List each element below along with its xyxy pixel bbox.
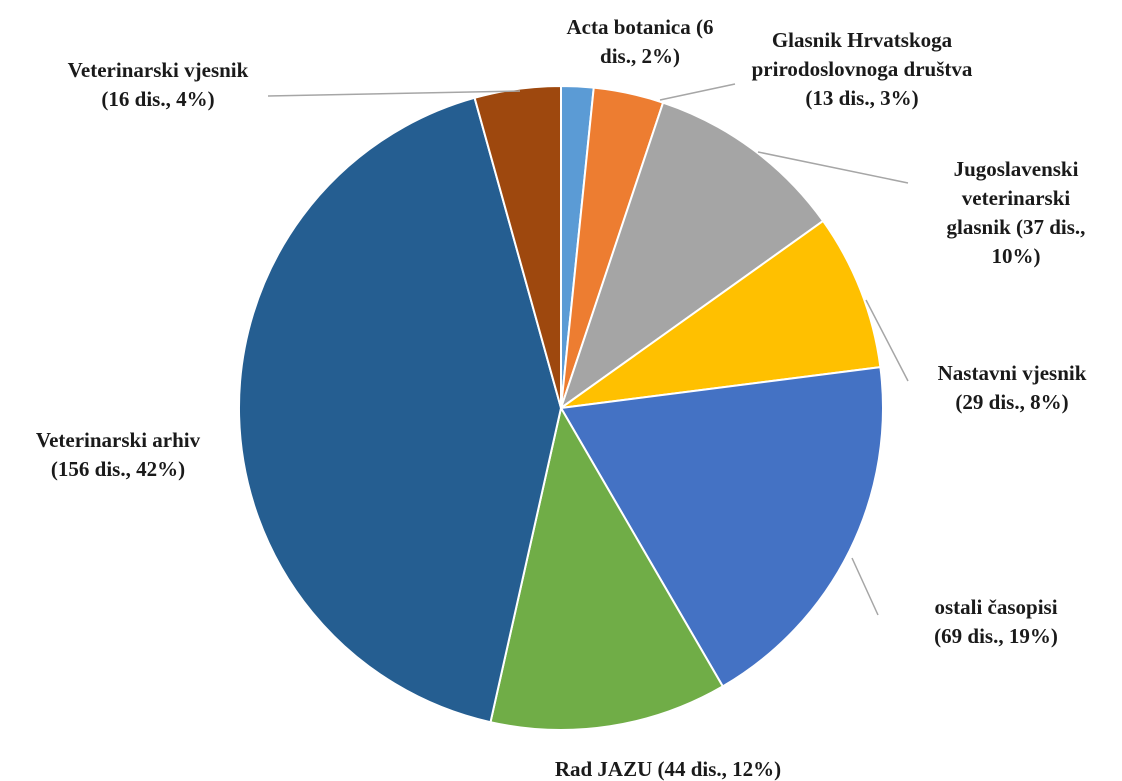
slice-label-line: Acta botanica (6 [567,15,714,39]
pie-slice-veterinarski-arhiv [238,96,563,724]
slice-label-line: Glasnik Hrvatskoga [772,28,953,52]
slice-label-line: (13 dis., 3%) [805,86,918,110]
pie-slice-ostali-asopisi [559,365,884,688]
slice-label-line: (156 dis., 42%) [51,457,185,481]
slice-label: Veterinarski vjesnik (16 dis., 4%) [68,58,249,111]
slice-label-line: 10%) [992,244,1041,268]
slice-label-line: glasnik (37 dis., [947,215,1086,239]
pie-slice-rad-jazu [489,405,725,732]
leader-lines [267,83,909,616]
slice-label-line: prirodoslovnoga društva [752,57,973,81]
leader-line [757,151,909,184]
slice-label: Acta botanica (6 dis., 2%) [567,15,714,68]
slice-label-line: Veterinarski vjesnik [68,58,249,82]
slice-label-line: Rad JAZU (44 dis., 12%) [555,757,781,781]
slice-label-line: Jugoslavenski [954,157,1079,181]
slice-label: Rad JAZU (44 dis., 12%) [555,757,781,781]
leader-line [865,299,909,382]
slice-labels: Acta botanica (6 dis., 2%) Glasnik Hrvatsk… [36,15,1087,781]
slice-label-line: (29 dis., 8%) [955,390,1068,414]
pie-slice-nastavni-vjesnik [560,219,882,409]
pie-slice-veterinarski-vjesnik [473,84,562,409]
leader-line [659,83,736,101]
slice-label-line: Veterinarski arhiv [36,428,201,452]
slice-label-line: Nastavni vjesnik [938,361,1087,385]
slice-label: Nastavni vjesnik (29 dis., 8%) [938,361,1087,414]
slice-label: Veterinarski arhiv (156 dis., 42%) [36,428,201,481]
slice-label-line: dis., 2%) [600,44,680,68]
pie-slice-jugoslavenski-veterinarski-glasnik [559,101,825,411]
slice-label-line: veterinarski [962,186,1071,210]
slice-label: Glasnik Hrvatskoga prirodoslovnoga društv… [752,28,973,110]
leader-line [851,557,879,616]
slice-label-line: ostali časopisi [934,595,1057,619]
slice-label: ostali časopisi (69 dis., 19%) [934,595,1058,648]
slice-label-line: (69 dis., 19%) [934,624,1058,648]
leader-line [267,90,521,97]
slice-label: Jugoslavenski veterinarski glasnik (37 dis… [947,157,1086,268]
pie-slices [238,84,884,732]
slice-label-line: (16 dis., 4%) [101,87,214,111]
